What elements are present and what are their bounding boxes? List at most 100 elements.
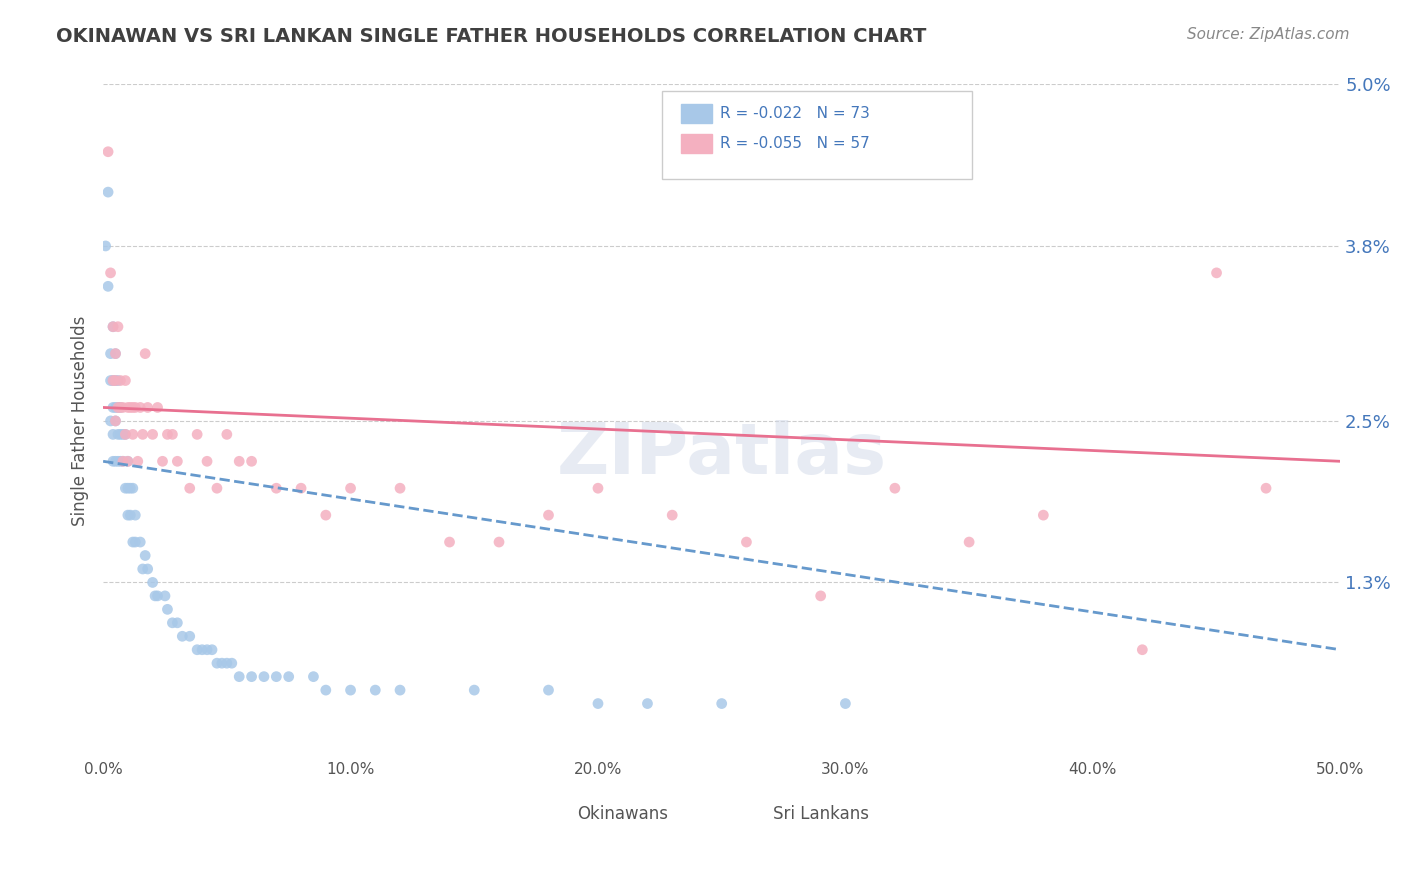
Point xyxy=(114,481,136,495)
Text: Okinawans: Okinawans xyxy=(578,805,668,822)
Point xyxy=(156,427,179,442)
Point xyxy=(107,374,129,388)
Point xyxy=(136,401,159,415)
Point xyxy=(315,683,337,698)
Point xyxy=(156,602,179,616)
Point xyxy=(111,401,134,415)
Text: Source: ZipAtlas.com: Source: ZipAtlas.com xyxy=(1187,27,1350,42)
Point xyxy=(110,427,132,442)
Point xyxy=(101,319,124,334)
Point xyxy=(101,374,124,388)
Point xyxy=(121,481,143,495)
Point xyxy=(129,401,152,415)
Point xyxy=(143,589,166,603)
Point xyxy=(186,642,208,657)
Point xyxy=(389,481,412,495)
Point xyxy=(121,401,143,415)
Point xyxy=(120,508,142,523)
Point xyxy=(104,346,127,360)
Point xyxy=(240,670,263,684)
Point xyxy=(107,401,129,415)
Point xyxy=(488,535,510,549)
Point xyxy=(439,535,461,549)
Point xyxy=(162,427,184,442)
Point xyxy=(104,374,127,388)
Point xyxy=(166,615,188,630)
Point xyxy=(117,454,139,468)
Point xyxy=(339,481,361,495)
Point xyxy=(266,670,288,684)
Point xyxy=(104,346,127,360)
Point xyxy=(290,481,312,495)
Point xyxy=(146,401,169,415)
Point xyxy=(710,697,733,711)
Text: OKINAWAN VS SRI LANKAN SINGLE FATHER HOUSEHOLDS CORRELATION CHART: OKINAWAN VS SRI LANKAN SINGLE FATHER HOU… xyxy=(56,27,927,45)
Point xyxy=(537,508,560,523)
Point xyxy=(834,697,856,711)
Point xyxy=(107,401,129,415)
Text: R = -0.022   N = 73: R = -0.022 N = 73 xyxy=(720,106,870,121)
Point xyxy=(205,656,228,670)
Point xyxy=(120,401,142,415)
Point xyxy=(215,656,238,670)
Point xyxy=(153,589,176,603)
Point xyxy=(735,535,758,549)
Point xyxy=(117,481,139,495)
Point xyxy=(195,642,218,657)
Point xyxy=(228,670,250,684)
Point xyxy=(302,670,325,684)
Point xyxy=(111,427,134,442)
Point xyxy=(1130,642,1153,657)
Point xyxy=(172,629,194,643)
Point xyxy=(240,454,263,468)
Point xyxy=(191,642,214,657)
Point xyxy=(152,454,174,468)
Point xyxy=(586,481,609,495)
Point xyxy=(195,454,218,468)
Point xyxy=(166,454,188,468)
Point xyxy=(121,535,143,549)
Point xyxy=(215,427,238,442)
Y-axis label: Single Father Households: Single Father Households xyxy=(72,316,89,526)
Point xyxy=(94,239,117,253)
Point xyxy=(110,401,132,415)
Point xyxy=(114,374,136,388)
Point xyxy=(101,374,124,388)
Point xyxy=(120,481,142,495)
Point xyxy=(211,656,233,670)
Point xyxy=(339,683,361,698)
Point xyxy=(104,401,127,415)
Point xyxy=(637,697,659,711)
Point xyxy=(253,670,276,684)
FancyBboxPatch shape xyxy=(662,91,972,178)
Point xyxy=(104,374,127,388)
Point xyxy=(127,454,149,468)
Point xyxy=(100,266,122,280)
Bar xyxy=(567,791,598,808)
Point xyxy=(110,401,132,415)
Bar xyxy=(765,791,796,808)
Point xyxy=(129,535,152,549)
Point xyxy=(179,629,201,643)
Point xyxy=(136,562,159,576)
Bar xyxy=(681,134,711,153)
Text: R = -0.055   N = 57: R = -0.055 N = 57 xyxy=(720,136,870,151)
Point xyxy=(124,508,146,523)
Point xyxy=(142,427,165,442)
Point xyxy=(266,481,288,495)
Point xyxy=(228,454,250,468)
Point xyxy=(97,145,120,159)
Point xyxy=(104,414,127,428)
Point xyxy=(205,481,228,495)
Point xyxy=(221,656,243,670)
Point xyxy=(810,589,832,603)
Text: ZIPatlas: ZIPatlas xyxy=(557,420,887,489)
Point xyxy=(389,683,412,698)
Point xyxy=(110,454,132,468)
Point xyxy=(100,414,122,428)
Point xyxy=(117,454,139,468)
Point xyxy=(201,642,224,657)
Point xyxy=(97,185,120,199)
Point xyxy=(463,683,485,698)
Point xyxy=(111,454,134,468)
